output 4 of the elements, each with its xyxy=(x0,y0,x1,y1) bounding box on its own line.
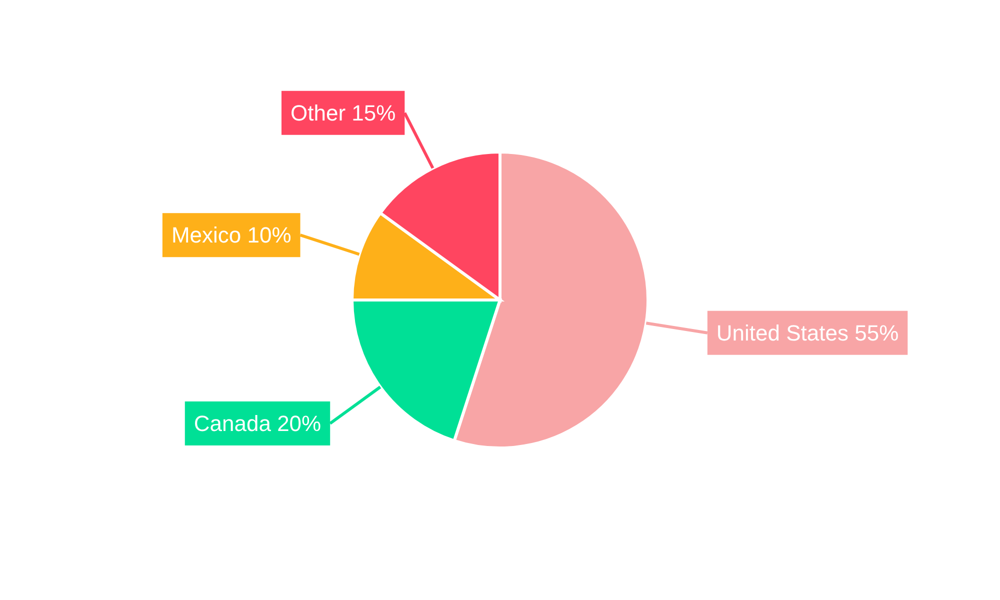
slice-label: United States 55% xyxy=(716,320,899,346)
slice-label: Canada 20% xyxy=(194,410,322,436)
slice-label: Other 15% xyxy=(290,100,396,126)
slice-label: Mexico 10% xyxy=(171,222,292,248)
